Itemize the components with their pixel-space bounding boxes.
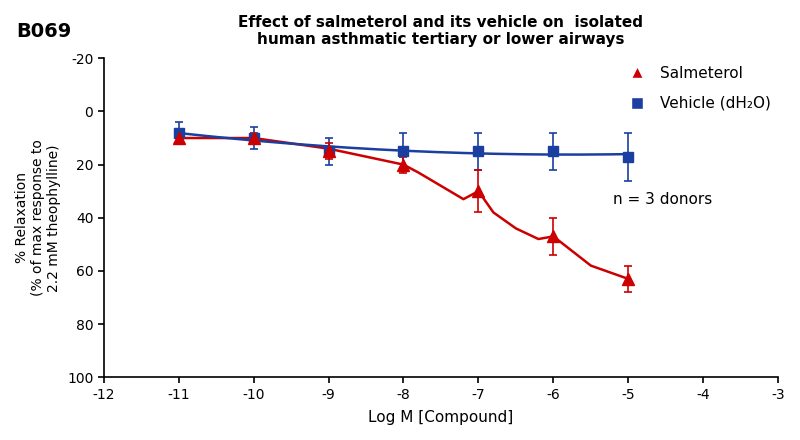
Legend: Salmeterol, Vehicle (dH₂O): Salmeterol, Vehicle (dH₂O) <box>616 59 778 117</box>
Title: Effect of salmeterol and its vehicle on  isolated
human asthmatic tertiary or lo: Effect of salmeterol and its vehicle on … <box>238 15 643 48</box>
Y-axis label: % Relaxation
(% of max response to
2.2 mM theophylline): % Relaxation (% of max response to 2.2 m… <box>15 139 62 296</box>
X-axis label: Log M [Compound]: Log M [Compound] <box>368 410 514 425</box>
Text: n = 3 donors: n = 3 donors <box>613 192 712 207</box>
Text: B069: B069 <box>16 22 71 41</box>
